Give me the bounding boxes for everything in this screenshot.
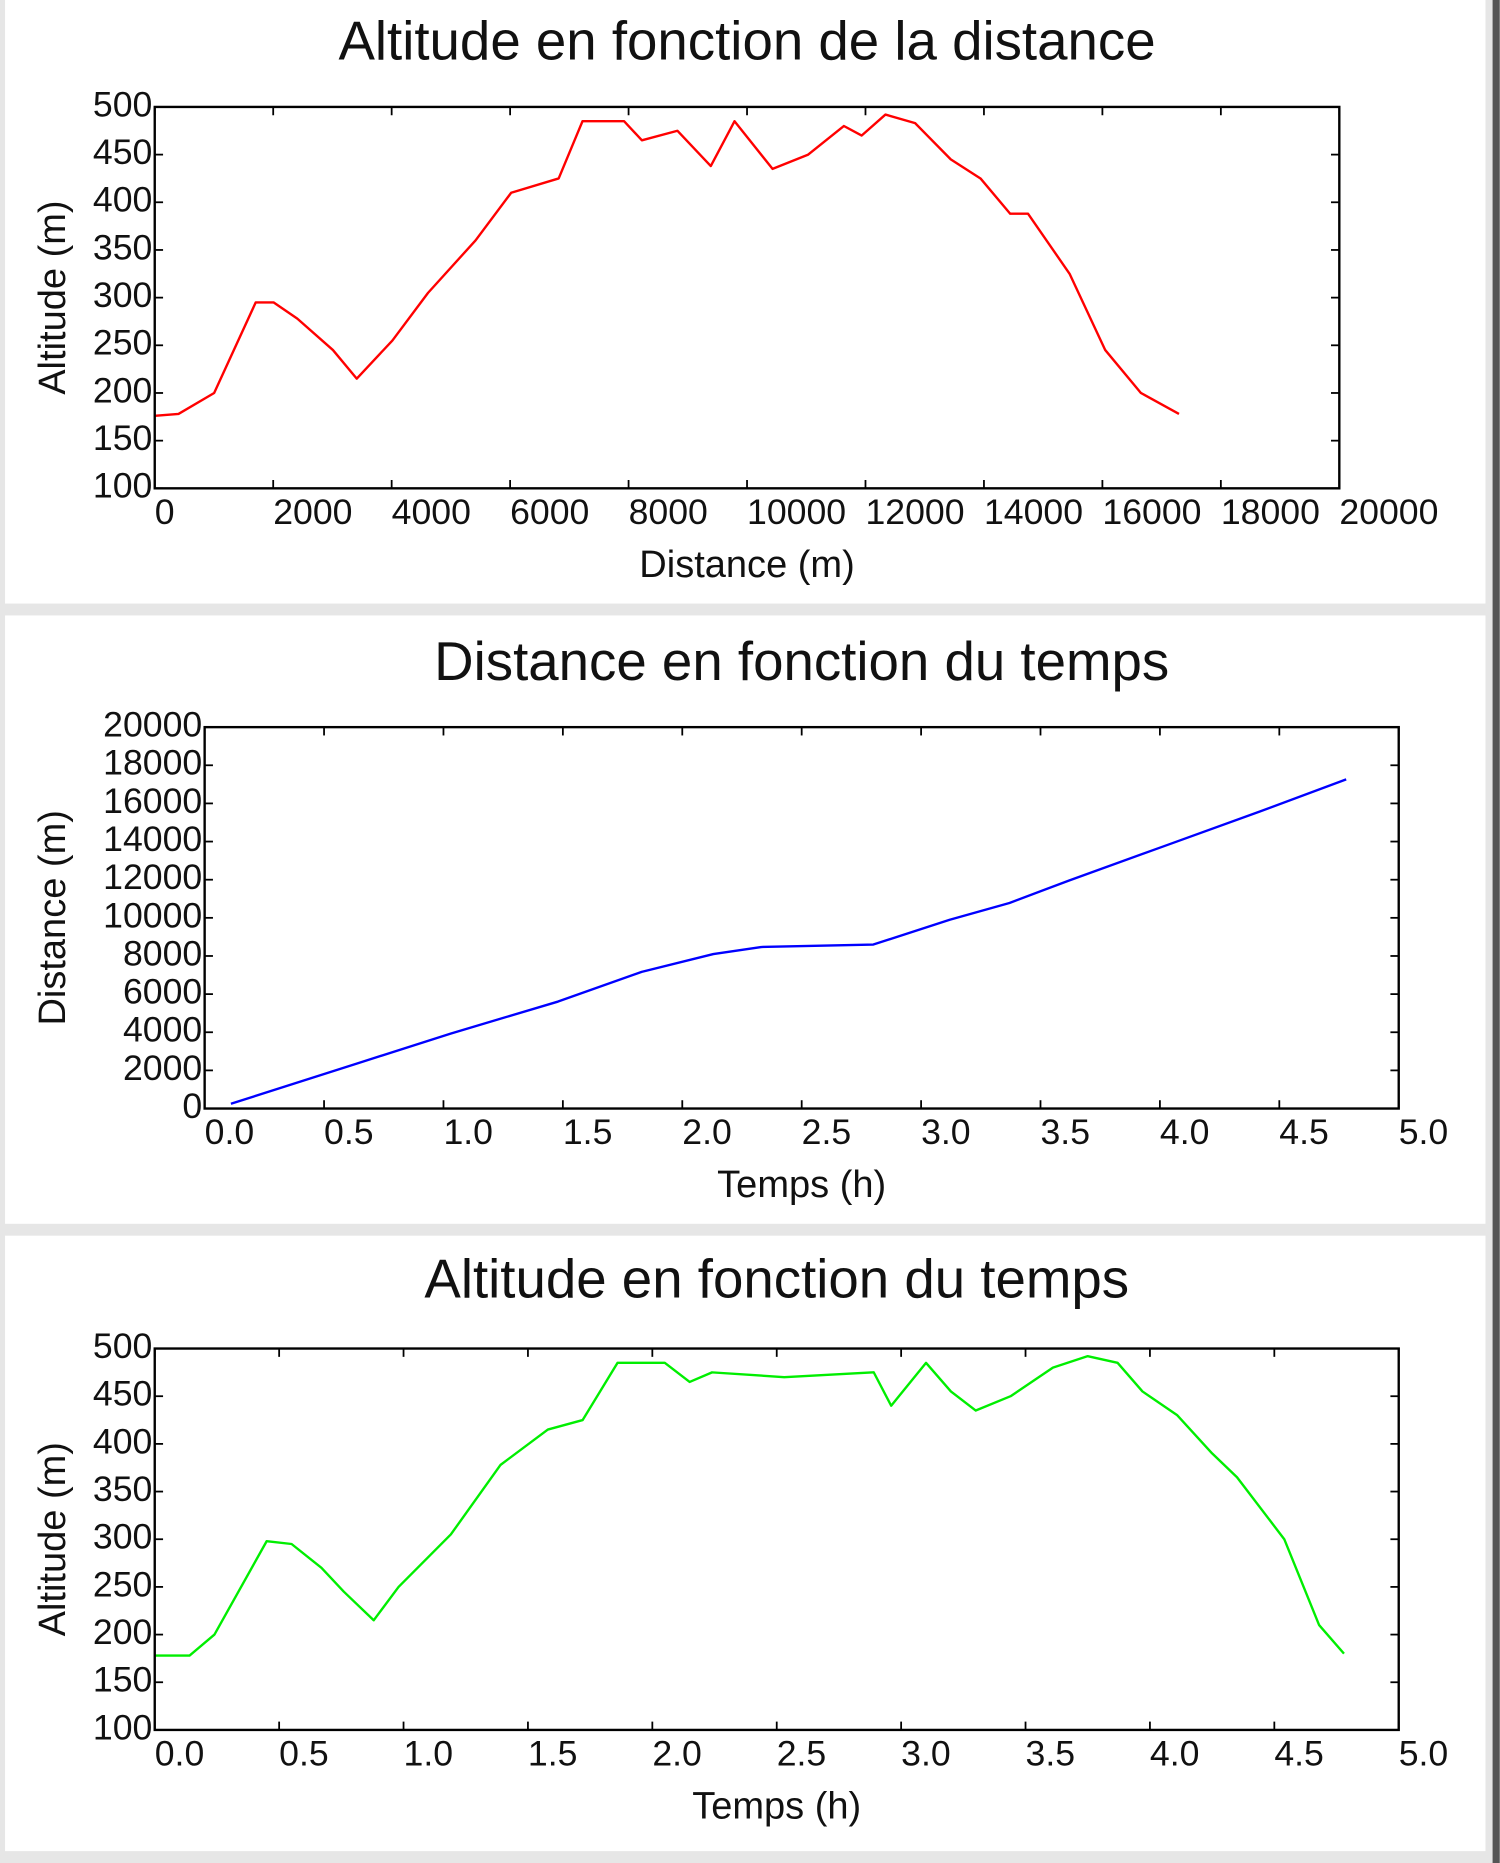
y-tick-label: 14000 xyxy=(103,819,202,859)
y-tick-label: 300 xyxy=(93,275,152,315)
y-tick-label: 150 xyxy=(93,1660,152,1700)
x-tick-label: 4.0 xyxy=(1160,1112,1210,1152)
x-tick-label: 3.5 xyxy=(1040,1112,1090,1152)
window-edge xyxy=(1492,0,1500,1863)
y-tick-label: 16000 xyxy=(103,781,202,821)
y-tick-label: 250 xyxy=(93,323,152,363)
x-tick-label: 14000 xyxy=(984,492,1083,532)
chart-title: Altitude en fonction du temps xyxy=(424,1249,1129,1310)
x-tick-label: 6000 xyxy=(510,492,589,532)
x-axis-label: Temps (h) xyxy=(692,1785,861,1827)
x-tick-label: 2.0 xyxy=(682,1112,732,1152)
y-tick-label: 450 xyxy=(93,132,152,172)
x-tick-label: 0 xyxy=(155,492,175,532)
x-tick-label: 20000 xyxy=(1339,492,1438,532)
panel xyxy=(5,615,1486,1224)
x-tick-label: 3.5 xyxy=(1026,1733,1076,1773)
data-line xyxy=(230,778,1347,1105)
x-tick-label: 2.5 xyxy=(802,1112,852,1152)
x-tick-label: 12000 xyxy=(865,492,964,532)
y-tick-label: 200 xyxy=(93,370,152,410)
x-tick-label: 18000 xyxy=(1221,492,1320,532)
y-axis-label: Altitude (m) xyxy=(32,200,74,394)
x-tick-label: 0.5 xyxy=(279,1733,329,1773)
y-tick-label: 0 xyxy=(182,1086,202,1126)
panel xyxy=(5,0,1486,604)
x-tick-label: 4.0 xyxy=(1150,1733,1200,1773)
y-tick-label: 400 xyxy=(93,1421,152,1461)
y-tick-label: 2000 xyxy=(123,1048,202,1088)
plot-frame xyxy=(153,1347,1400,1732)
y-tick-label: 350 xyxy=(93,227,152,267)
y-tick-label: 500 xyxy=(93,1326,152,1366)
panel xyxy=(5,1235,1486,1852)
y-tick-label: 300 xyxy=(93,1517,152,1557)
y-tick-label: 10000 xyxy=(103,895,202,935)
y-tick-label: 18000 xyxy=(103,743,202,783)
y-tick-label: 20000 xyxy=(103,705,202,745)
y-axis-label: Altitude (m) xyxy=(32,1442,74,1636)
x-tick-label: 0.0 xyxy=(155,1733,205,1773)
x-tick-label: 3.0 xyxy=(921,1112,971,1152)
x-tick-label: 1.5 xyxy=(563,1112,613,1152)
x-tick-label: 4000 xyxy=(392,492,471,532)
y-tick-label: 500 xyxy=(93,84,152,124)
x-tick-label: 1.5 xyxy=(528,1733,578,1773)
x-tick-label: 0.5 xyxy=(324,1112,374,1152)
x-tick-label: 0.0 xyxy=(205,1112,255,1152)
x-tick-label: 3.0 xyxy=(901,1733,951,1773)
y-tick-label: 250 xyxy=(93,1564,152,1604)
chart-title: Altitude en fonction de la distance xyxy=(338,11,1155,72)
plot-frame xyxy=(153,105,1341,490)
x-tick-label: 16000 xyxy=(1102,492,1201,532)
x-tick-label: 1.0 xyxy=(404,1733,454,1773)
x-tick-label: 8000 xyxy=(629,492,708,532)
y-tick-label: 100 xyxy=(93,1707,152,1747)
x-tick-label: 4.5 xyxy=(1279,1112,1329,1152)
y-tick-label: 100 xyxy=(93,466,152,506)
y-tick-label: 12000 xyxy=(103,857,202,897)
data-line xyxy=(154,1354,1345,1657)
chart-title: Distance en fonction du temps xyxy=(434,631,1169,692)
y-tick-label: 350 xyxy=(93,1469,152,1509)
y-axis-label: Distance (m) xyxy=(32,810,74,1025)
x-axis-label: Temps (h) xyxy=(717,1164,886,1206)
y-tick-label: 6000 xyxy=(123,972,202,1012)
y-tick-label: 8000 xyxy=(123,933,202,973)
y-tick-label: 450 xyxy=(93,1374,152,1414)
x-tick-label: 10000 xyxy=(747,492,846,532)
y-tick-label: 400 xyxy=(93,180,152,220)
plot-frame xyxy=(203,725,1400,1110)
x-tick-label: 2000 xyxy=(273,492,352,532)
y-tick-label: 200 xyxy=(93,1612,152,1652)
x-tick-label: 5.0 xyxy=(1399,1112,1449,1152)
y-tick-label: 150 xyxy=(93,418,152,458)
y-tick-label: 4000 xyxy=(123,1010,202,1050)
data-line xyxy=(154,113,1180,418)
x-tick-label: 5.0 xyxy=(1399,1733,1449,1773)
x-axis-label: Distance (m) xyxy=(639,544,854,586)
x-tick-label: 1.0 xyxy=(443,1112,493,1152)
x-tick-label: 2.0 xyxy=(652,1733,702,1773)
x-tick-label: 4.5 xyxy=(1274,1733,1324,1773)
x-tick-label: 2.5 xyxy=(777,1733,827,1773)
